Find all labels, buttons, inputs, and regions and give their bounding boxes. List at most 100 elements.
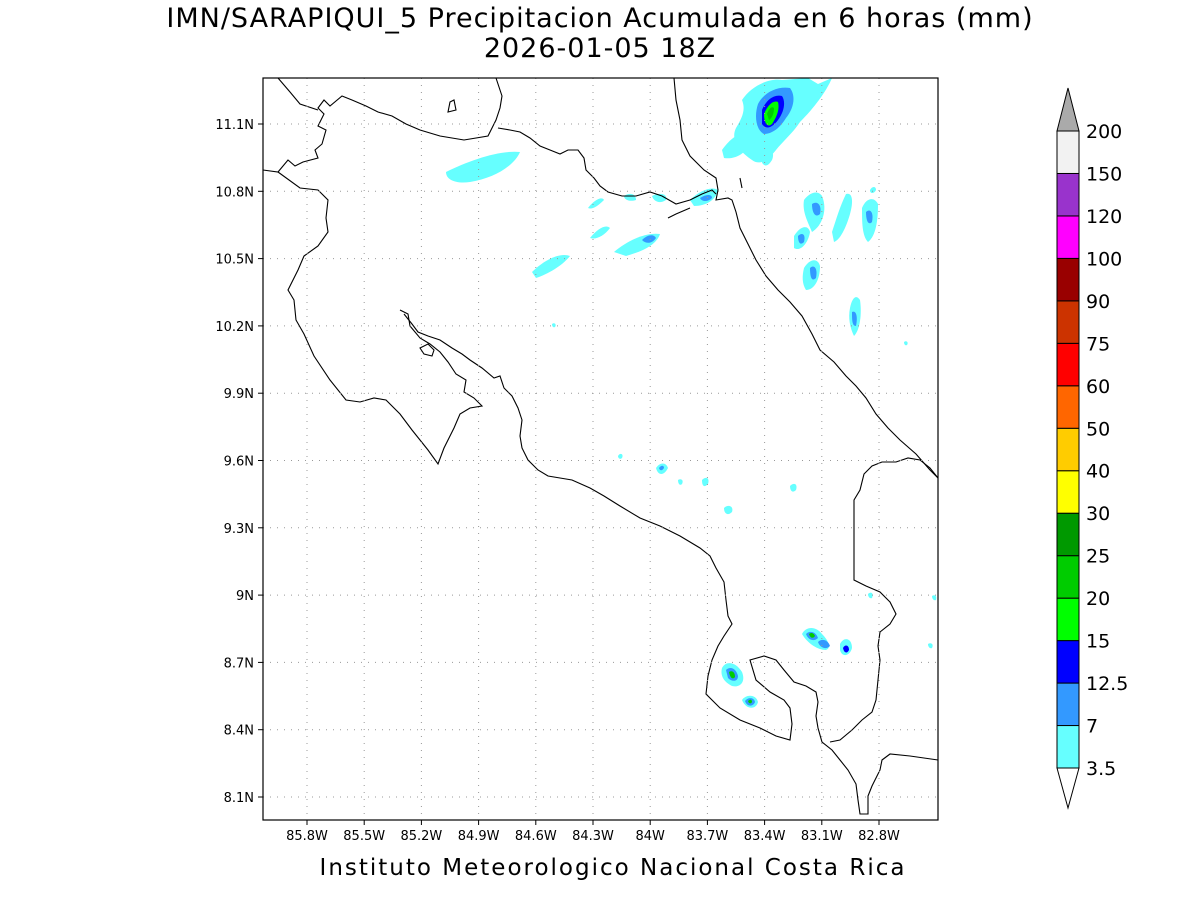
precip-area (748, 699, 752, 704)
y-tick-label: 11.1N (215, 118, 254, 133)
colorbar-swatch (1056, 640, 1080, 684)
y-tick-label: 9.6N (224, 455, 254, 470)
coastline-path (419, 343, 435, 357)
precip-area (722, 134, 752, 159)
coastline-path (673, 77, 939, 479)
colorbar-label: 15 (1086, 631, 1110, 653)
colorbar-swatch (1056, 725, 1080, 769)
colorbar-label: 60 (1086, 376, 1110, 398)
x-tick-label: 83.1W (801, 829, 843, 844)
y-tick-label: 9.3N (224, 522, 254, 537)
map-title: IMN/SARAPIQUI_5 Precipitacion Acumulada … (166, 3, 1034, 34)
colorbar-label: 3.5 (1086, 758, 1116, 780)
y-tick-label: 10.8N (215, 185, 254, 200)
colorbar-swatch (1056, 555, 1080, 599)
precip-area (818, 639, 830, 649)
colorbar-label: 30 (1086, 503, 1110, 525)
precip-area (843, 645, 849, 653)
colorbar-swatch (1056, 597, 1080, 642)
precip-area (590, 226, 610, 239)
x-tick-label: 85.8W (286, 829, 328, 844)
precip-area (852, 311, 857, 326)
y-tick-label: 10.5N (215, 253, 254, 268)
coastline-path (497, 127, 717, 205)
colorbar-swatch (1056, 257, 1080, 302)
colorbar-swatch (1056, 130, 1080, 174)
y-tick-label: 9N (236, 589, 254, 604)
colorbar-swatch (1056, 172, 1080, 217)
colorbar-label: 12.5 (1086, 673, 1128, 695)
precip-area (678, 479, 683, 485)
coastline-path (829, 457, 939, 743)
x-tick-label: 84.9W (458, 829, 500, 844)
precip-area (767, 107, 774, 120)
y-tick-label: 8.4N (224, 724, 254, 739)
precip-area (552, 323, 556, 328)
map-subtitle: 2026-01-05 18Z (483, 33, 717, 64)
precip-area (904, 341, 908, 346)
x-tick-label: 85.5W (343, 829, 385, 844)
colorbar-label: 40 (1086, 461, 1110, 483)
precip-area (832, 193, 853, 242)
x-tick-label: 84.6W (515, 829, 557, 844)
precip-area (870, 187, 876, 193)
y-tick-label: 8.7N (224, 656, 254, 671)
precip-area (642, 235, 656, 243)
x-tick-label: 83.4W (744, 829, 786, 844)
colorbar-swatch (1056, 342, 1080, 387)
precip-area (790, 483, 797, 492)
colorbar-swatch (1056, 385, 1080, 429)
colorbar-swatch (1056, 470, 1080, 514)
precip-area (532, 254, 570, 278)
x-tick-label: 84.3W (572, 829, 614, 844)
coastlines (262, 77, 939, 815)
colorbar: 3.5 7 12.5 15 20 25 30 40 50 60 75 90 100 120 150 200 (1056, 87, 1128, 810)
colorbar-label: 50 (1086, 418, 1110, 440)
map-grid (263, 78, 938, 820)
precip-area (724, 505, 733, 515)
precip-area (932, 595, 937, 601)
colorbar-swatch (1056, 427, 1080, 472)
precip-area (760, 147, 774, 166)
y-tick-label: 8.1N (224, 791, 254, 806)
x-tick-label: 84W (635, 829, 665, 844)
precip-area (809, 632, 815, 638)
colorbar-triangle-high (1056, 87, 1080, 132)
colorbar-label: 20 (1086, 588, 1110, 610)
colorbar-label: 90 (1086, 291, 1110, 313)
y-tick-label: 9.9N (224, 387, 254, 402)
precip-area (798, 234, 805, 244)
x-axis-ticks: 85.8W 85.5W 85.2W 84.9W 84.6W 84.3W 84W 83.7W 83… (286, 820, 900, 844)
precip-area (868, 592, 873, 599)
colorbar-label: 25 (1086, 546, 1110, 568)
precip-area (588, 198, 604, 209)
precip-area (866, 210, 873, 224)
precip-area (729, 671, 735, 679)
coastline-path (403, 313, 939, 815)
y-axis-ticks: 11.1N 10.8N 10.5N 10.2N 9.9N 9.6N 9.3N 9N 8.7N 8.… (215, 118, 263, 806)
precip-area (928, 643, 933, 649)
coastline-path (667, 207, 691, 219)
map-frame (262, 77, 939, 821)
x-tick-label: 85.2W (400, 829, 442, 844)
colorbar-label: 7 (1086, 716, 1098, 738)
precip-area (700, 195, 712, 201)
x-tick-label: 83.7W (686, 829, 728, 844)
precip-area (618, 453, 623, 459)
colorbar-label: 200 (1086, 121, 1122, 143)
coastline-path (277, 171, 484, 466)
footer-credit: Instituto Meteorologico Nacional Costa R… (319, 855, 907, 881)
colorbar-label: 150 (1086, 163, 1122, 185)
coastline-path (262, 77, 503, 173)
colorbar-label: 75 (1086, 333, 1110, 355)
y-tick-label: 10.2N (215, 320, 254, 335)
colorbar-swatch (1056, 300, 1080, 344)
coastline-path (277, 77, 319, 111)
colorbar-swatch (1056, 512, 1080, 557)
colorbar-label: 120 (1086, 206, 1122, 228)
precip-area (659, 465, 664, 471)
precip-area (624, 193, 636, 201)
colorbar-swatch (1056, 215, 1080, 259)
coastline-path (739, 177, 743, 189)
